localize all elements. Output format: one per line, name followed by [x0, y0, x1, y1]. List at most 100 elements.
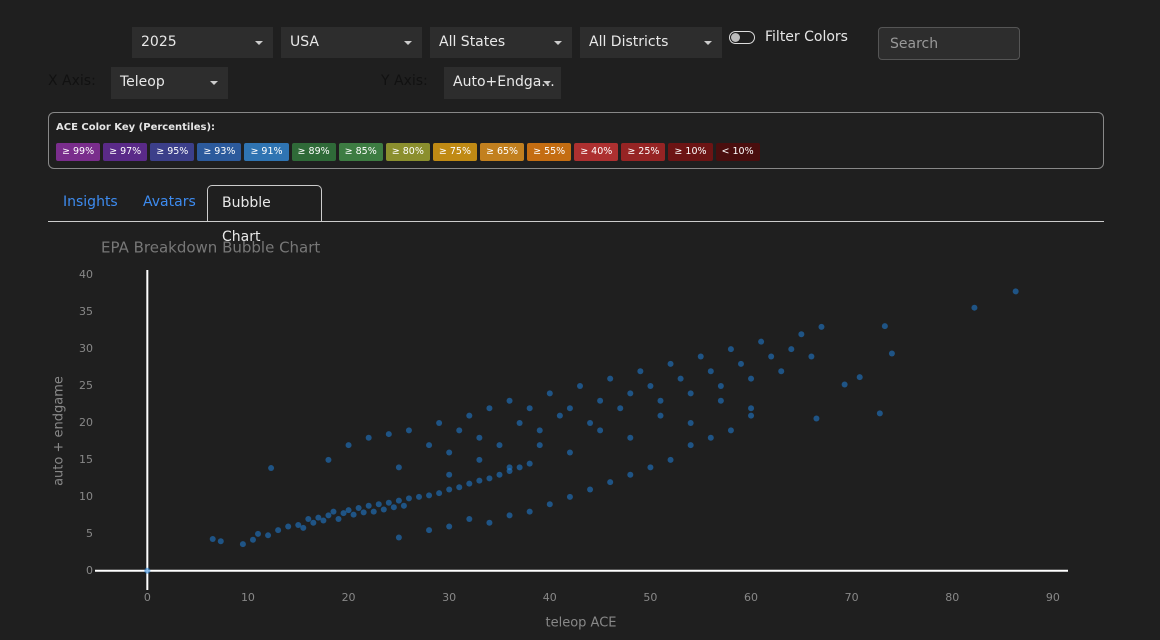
- state-dropdown[interactable]: All States: [430, 27, 572, 58]
- filter-toggle[interactable]: [729, 31, 755, 44]
- country-dropdown[interactable]: USA: [281, 27, 422, 58]
- point: [546, 390, 553, 397]
- y-tick-label: 10: [79, 490, 93, 503]
- point: [717, 397, 724, 404]
- point: [768, 353, 775, 360]
- point: [647, 464, 654, 471]
- y-tick-label: 5: [86, 527, 93, 540]
- point: [305, 516, 312, 523]
- point: [446, 486, 453, 493]
- point: [587, 486, 594, 493]
- point: [255, 530, 262, 537]
- point: [335, 516, 342, 523]
- point: [856, 374, 863, 381]
- point: [345, 507, 352, 514]
- chart-title: EPA Breakdown Bubble Chart: [101, 239, 320, 257]
- point: [360, 509, 367, 516]
- year-dropdown[interactable]: 2025: [132, 27, 273, 58]
- point: [526, 460, 533, 467]
- point: [330, 508, 337, 515]
- color-key-chip: ≥ 75%: [432, 143, 477, 161]
- point: [295, 521, 302, 528]
- point: [400, 502, 407, 509]
- point: [607, 479, 614, 486]
- tab[interactable]: Avatars: [143, 194, 196, 210]
- y-tick-label: 15: [79, 453, 93, 466]
- y-tick-label: 40: [79, 268, 93, 281]
- point: [466, 516, 473, 523]
- point: [647, 383, 654, 390]
- point: [395, 534, 402, 541]
- district-dropdown[interactable]: All Districts: [580, 27, 722, 58]
- point: [476, 456, 483, 463]
- point: [971, 304, 978, 311]
- y-tick-label: 30: [79, 342, 93, 355]
- point: [687, 419, 694, 426]
- point: [536, 442, 543, 449]
- point: [325, 512, 332, 519]
- tab-divider: [48, 221, 1104, 222]
- point: [546, 501, 553, 508]
- point: [375, 501, 382, 508]
- point: [380, 506, 387, 513]
- point: [818, 323, 825, 330]
- point: [365, 502, 372, 509]
- tab-active[interactable]: Bubble Chart: [207, 185, 322, 245]
- y-axis-title: auto + endgame: [52, 376, 67, 486]
- point: [275, 527, 282, 534]
- point: [315, 514, 322, 521]
- search-input[interactable]: Search: [878, 27, 1020, 60]
- point: [144, 567, 151, 574]
- x-tick-label: 50: [643, 591, 657, 604]
- color-key-chip: ≥ 25%: [621, 143, 666, 161]
- point: [466, 412, 473, 419]
- point: [748, 375, 755, 382]
- point: [365, 434, 372, 441]
- color-key-chip: ≥ 55%: [527, 143, 572, 161]
- color-key-chip: ≥ 95%: [150, 143, 195, 161]
- point: [1012, 288, 1019, 295]
- x-tick-label: 60: [744, 591, 758, 604]
- color-key-chip: ≥ 65%: [479, 143, 525, 161]
- point: [285, 523, 292, 530]
- point: [436, 490, 443, 497]
- point: [707, 434, 714, 441]
- point: [566, 493, 573, 500]
- point: [841, 381, 848, 388]
- tab[interactable]: Insights: [63, 194, 118, 210]
- point: [657, 412, 664, 419]
- point: [758, 338, 765, 345]
- x-axis-dropdown[interactable]: Teleop: [111, 67, 228, 99]
- point: [687, 442, 694, 449]
- point: [370, 508, 377, 515]
- point: [748, 405, 755, 412]
- point: [385, 431, 392, 438]
- point: [727, 427, 734, 434]
- point: [325, 456, 332, 463]
- point: [405, 495, 412, 502]
- y-axis-dropdown[interactable]: Auto+Endga...: [444, 67, 561, 99]
- point: [486, 519, 493, 526]
- point: [627, 434, 634, 441]
- point: [808, 353, 815, 360]
- color-key-chip: ≥ 40%: [574, 143, 619, 161]
- x-tick-label: 40: [543, 591, 557, 604]
- point: [637, 368, 644, 375]
- point: [597, 397, 604, 404]
- point: [496, 442, 503, 449]
- point: [486, 405, 493, 412]
- point: [607, 375, 614, 382]
- color-key-chip: ≥ 91%: [244, 143, 289, 161]
- x-tick-label: 10: [241, 591, 255, 604]
- color-key-items: ≥ 99% ≥ 97% ≥ 95% ≥ 93% ≥ 91% ≥ 89% ≥ 85% ≥ 80%…: [56, 143, 760, 161]
- point: [717, 383, 724, 390]
- point: [617, 405, 624, 412]
- x-axis-select-label: X Axis:: [48, 73, 96, 89]
- point: [627, 390, 634, 397]
- point: [506, 397, 513, 404]
- point: [456, 427, 463, 434]
- point: [657, 397, 664, 404]
- point: [395, 464, 402, 471]
- point: [426, 492, 433, 499]
